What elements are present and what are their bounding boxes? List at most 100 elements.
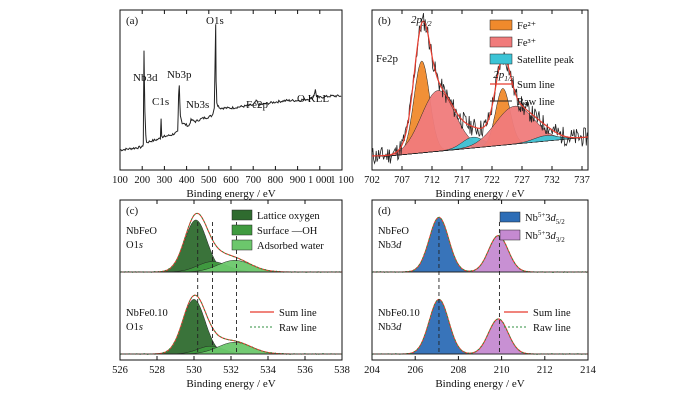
x-tick-label: 208 — [451, 365, 467, 376]
legend-orbital: 3 — [545, 231, 550, 242]
x-tick-label: 400 — [179, 175, 195, 186]
legend-orbital: 3 — [545, 213, 550, 224]
x-tick-label: 712 — [424, 175, 440, 186]
x-tick-label: 1 100 — [330, 175, 354, 186]
x-tick-label: 600 — [223, 175, 239, 186]
legend-swatch — [489, 36, 513, 48]
legend-label: Lattice oxygen — [257, 211, 320, 222]
legend-label: Sum line — [279, 308, 317, 319]
x-tick-label: 722 — [484, 175, 500, 186]
spectrum-label: Fe2p — [376, 53, 399, 65]
legend-label: Raw line — [279, 323, 317, 334]
x-tick-label: 538 — [334, 365, 350, 376]
peak-label-nb3d: Nb3d — [133, 72, 158, 84]
superscript: 5+ — [538, 211, 546, 219]
legend-label: Satellite peak — [517, 55, 575, 66]
peak-label-okll: O KLL — [297, 93, 329, 105]
superscript: 5+ — [538, 229, 546, 237]
x-tick-label: 900 — [290, 175, 306, 186]
panel-frame — [371, 9, 589, 171]
x-axis-label: Binding energy / eV — [435, 188, 524, 200]
legend-swatch — [499, 211, 521, 223]
legend-label: Fe³⁺ — [517, 38, 536, 49]
legend-swatch — [231, 239, 253, 251]
panel-label: (b) — [378, 15, 391, 27]
x-tick-label: 206 — [407, 365, 423, 376]
x-tick-label: 707 — [394, 175, 410, 186]
spectrum-sample-label: NbFe0.10 — [378, 308, 420, 319]
orbital-letter: s — [139, 240, 143, 251]
legend-label: Sum line — [533, 308, 571, 319]
x-tick-label: 717 — [454, 175, 470, 186]
x-axis-label: Binding energy / eV — [435, 378, 524, 390]
orbital-letter: d — [551, 213, 557, 224]
panel-frame — [371, 199, 589, 361]
x-tick-label: 528 — [149, 365, 165, 376]
peak-label-o1s: O1s — [206, 15, 224, 27]
x-tick-label: 300 — [157, 175, 173, 186]
x-tick-label: 727 — [514, 175, 530, 186]
legend-label: Raw line — [517, 97, 555, 108]
legend-label: Raw line — [533, 323, 571, 334]
x-tick-label: 532 — [223, 365, 239, 376]
legend-swatch — [489, 53, 513, 65]
legend-label: Nb5+3d5/2 — [525, 211, 565, 226]
orbital-letter: d — [396, 240, 402, 251]
orbital-letter: s — [139, 322, 143, 333]
orbital-letter: d — [551, 231, 557, 242]
legend-label: Sum line — [517, 80, 555, 91]
panel-frame — [119, 9, 343, 171]
panel-label: (d) — [378, 205, 391, 217]
x-axis-label: Binding energy / eV — [186, 378, 275, 390]
x-tick-label: 536 — [297, 365, 313, 376]
peak-label-nb3p: Nb3p — [167, 69, 192, 81]
component-peak — [120, 260, 342, 273]
legend-swatch — [231, 224, 253, 236]
x-tick-label: 212 — [537, 365, 553, 376]
subscript: 5/2 — [556, 218, 565, 226]
x-tick-label: 800 — [268, 175, 284, 186]
panel-label: (a) — [126, 15, 139, 27]
legend-swatch — [489, 19, 513, 31]
x-tick-label: 210 — [494, 365, 510, 376]
x-tick-label: 1 000 — [308, 175, 332, 186]
peak-label-c1s: C1s — [152, 96, 169, 108]
x-tick-label: 702 — [364, 175, 380, 186]
legend-label: Fe²⁺ — [517, 21, 536, 32]
x-tick-label: 737 — [574, 175, 590, 186]
legend-label: Surface —OH — [257, 226, 318, 237]
subscript: 1/2 — [504, 74, 514, 83]
legend-swatch — [499, 229, 521, 241]
legend-label: Adsorbed water — [257, 241, 324, 252]
x-axis-label: Binding energy / eV — [186, 188, 275, 200]
survey-spectrum-line — [119, 24, 342, 152]
sum-line — [372, 20, 588, 157]
x-tick-label: 526 — [112, 365, 128, 376]
x-tick-label: 500 — [201, 175, 217, 186]
x-tick-label: 200 — [134, 175, 150, 186]
legend-label: Nb5+3d3/2 — [525, 229, 565, 244]
x-tick-label: 732 — [544, 175, 560, 186]
subscript: 3/2 — [421, 19, 432, 28]
legend-swatch — [231, 209, 253, 221]
panel-frame — [119, 199, 343, 361]
peak-label-fe2p: Fe2p — [246, 99, 269, 111]
panel-label: (c) — [126, 205, 139, 217]
spectrum-core-label: Nb3d — [378, 322, 402, 333]
subscript: 3/2 — [556, 236, 565, 244]
spectrum-core-label: O1s — [126, 322, 143, 333]
spectrum-sample-label: NbFeO — [378, 226, 409, 237]
x-tick-label: 534 — [260, 365, 277, 376]
spectrum-core-label: Nb3d — [378, 240, 402, 251]
orbital-letter: d — [396, 322, 402, 333]
x-tick-label: 204 — [364, 365, 381, 376]
peak-label-2p32: 2p3/2 — [411, 14, 432, 28]
peak-label-nb3s: Nb3s — [186, 99, 209, 111]
x-tick-label: 530 — [186, 365, 202, 376]
spectrum-sample-label: NbFe0.10 — [126, 308, 168, 319]
x-tick-label: 214 — [580, 365, 597, 376]
x-tick-label: 700 — [245, 175, 261, 186]
spectrum-sample-label: NbFeO — [126, 226, 157, 237]
spectrum-core-label: O1s — [126, 240, 143, 251]
